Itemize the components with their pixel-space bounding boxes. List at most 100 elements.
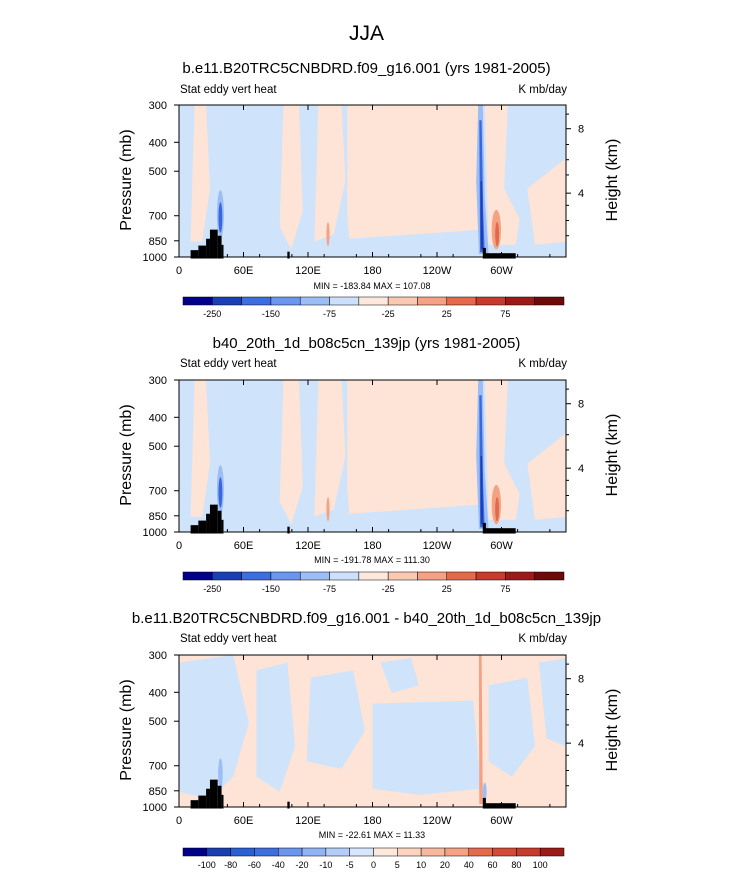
field-blue-plume — [480, 456, 484, 525]
colorbar-swatch — [299, 296, 330, 306]
colorbar-swatch — [270, 571, 301, 581]
field-pink-region — [279, 380, 303, 525]
field-blue-region — [179, 655, 249, 800]
colorbar-swatch — [444, 847, 469, 857]
topography-mask — [209, 229, 218, 259]
colorbar-swatch — [241, 296, 272, 306]
field-blue-region — [256, 662, 296, 792]
colorbar-swatch — [446, 296, 477, 306]
field-blue-core — [482, 782, 487, 801]
colorbar-tick-label: 80 — [511, 860, 521, 870]
panel-3-title: b.e11.B20TRC5CNBDRD.f09_g16.001 - b40_20… — [131, 610, 602, 627]
field-pink-region — [347, 216, 481, 239]
colorbar: -250 -150 -75 -25 25 75 — [182, 296, 565, 319]
topography-mask — [217, 510, 222, 534]
colorbar-swatch — [358, 296, 389, 306]
colorbar-swatch — [182, 571, 213, 581]
x-tick-label: 60E — [234, 540, 254, 552]
colorbar-tick-label: 5 — [395, 860, 400, 870]
x-tick-label: 180 — [363, 815, 381, 827]
colorbar-swatch — [329, 571, 360, 581]
field-pink-region — [347, 380, 479, 491]
colorbar-swatch — [182, 847, 208, 857]
colorbar-swatch — [534, 571, 565, 581]
field-blue-core — [218, 758, 223, 789]
field-pink-region — [314, 380, 346, 517]
topography-mask — [221, 519, 224, 534]
field-pink-region — [484, 105, 520, 245]
colorbar-swatch — [278, 847, 303, 857]
height-tick-label: 8 — [578, 399, 584, 411]
x-tick-label: 120E — [295, 265, 321, 277]
colorbar-tick-label: -250 — [203, 309, 221, 319]
x-tick-label: 180 — [363, 540, 381, 552]
colorbar-tick-label: 0 — [371, 860, 376, 870]
colorbar-swatch — [329, 296, 360, 306]
colorbar-tick-label: 100 — [533, 860, 548, 870]
x-tick-label: 180 — [363, 265, 381, 277]
topography-mask — [482, 247, 486, 259]
field-pink-region — [484, 380, 520, 520]
colorbar-tick-label: -100 — [198, 860, 216, 870]
x-tick-label: 0 — [176, 265, 182, 277]
y-tick-label: 1000 — [143, 802, 167, 814]
panel-2-title: b40_20th_1d_b08c5cn_139jp (yrs 1981-2005… — [212, 335, 521, 352]
panel-1-minmax: MIN = -183.84 MAX = 107.08 — [313, 281, 431, 291]
topography-mask — [198, 245, 207, 259]
colorbar-swatch — [446, 571, 477, 581]
panel-2-minmax: MIN = -191.78 MAX = 111.30 — [314, 555, 430, 565]
panel-3-right-label: K mb/day — [518, 633, 567, 645]
panel-1-title: b.e11.B20TRC5CNBDRD.f09_g16.001 (yrs 198… — [182, 60, 551, 77]
colorbar-swatch — [417, 296, 448, 306]
field-blue-region — [306, 670, 365, 769]
topography-mask — [198, 795, 207, 809]
colorbar-swatch — [349, 847, 374, 857]
y-tick-label: 850 — [149, 511, 167, 523]
topography-mask — [484, 803, 516, 809]
panel-3-minmax: MIN = -22.61 MAX = 11.33 — [318, 830, 426, 840]
y-tick-label: 300 — [149, 100, 167, 112]
colorbar-swatch — [492, 847, 517, 857]
y-tick-label: 400 — [149, 687, 167, 699]
topography-mask — [190, 525, 199, 534]
colorbar-swatch — [254, 847, 279, 857]
colorbar-tick-label: -25 — [382, 584, 395, 594]
topography-mask — [190, 800, 199, 809]
colorbar-tick-label: 40 — [464, 860, 474, 870]
topography-mask — [482, 797, 486, 809]
colorbar-swatch — [325, 847, 350, 857]
field-blue-core — [218, 202, 223, 233]
x-tick-label: 0 — [176, 815, 182, 827]
colorbar-tick-label: 20 — [440, 860, 450, 870]
height-tick-label: 4 — [578, 463, 584, 475]
y-tick-label: 1000 — [143, 252, 167, 264]
colorbar-swatch — [241, 571, 272, 581]
topography-mask — [209, 779, 218, 809]
y-tick-label: 1000 — [143, 527, 167, 539]
y-tick-label: 500 — [149, 441, 167, 453]
height-tick-label: 8 — [578, 674, 584, 686]
field-blue-core — [218, 477, 223, 508]
y-tick-label: 850 — [149, 786, 167, 798]
panel-1-left-label: Stat eddy vert heat — [180, 84, 277, 96]
field-blue-region — [380, 658, 419, 693]
contour-plot-panel-2: 0 60E 120E 180 120W 60W 300 400 500 700 850 1000 8 4 — [143, 375, 585, 552]
field-blue-region — [372, 700, 481, 795]
x-tick-label: 120W — [423, 815, 452, 827]
field-pink-region — [314, 105, 346, 242]
colorbar: -250 -150 -75 -25 25 75 — [182, 571, 565, 594]
colorbar-tick-label: -5 — [346, 860, 354, 870]
height-tick-label: 8 — [578, 124, 584, 136]
field-red-core — [326, 497, 330, 522]
panel-3-left-label: Stat eddy vert heat — [180, 633, 277, 645]
field-pink-region — [347, 491, 481, 514]
colorbar-swatch — [475, 571, 506, 581]
field-blue-region — [538, 658, 566, 747]
colorbar-tick-label: -25 — [382, 309, 395, 319]
x-tick-label: 60E — [234, 815, 254, 827]
field-pink-region — [527, 158, 566, 245]
y-tick-label: 300 — [149, 375, 167, 387]
field-pink-region — [279, 105, 303, 250]
colorbar-tick-label: 75 — [500, 309, 510, 319]
topography-mask — [221, 794, 224, 809]
